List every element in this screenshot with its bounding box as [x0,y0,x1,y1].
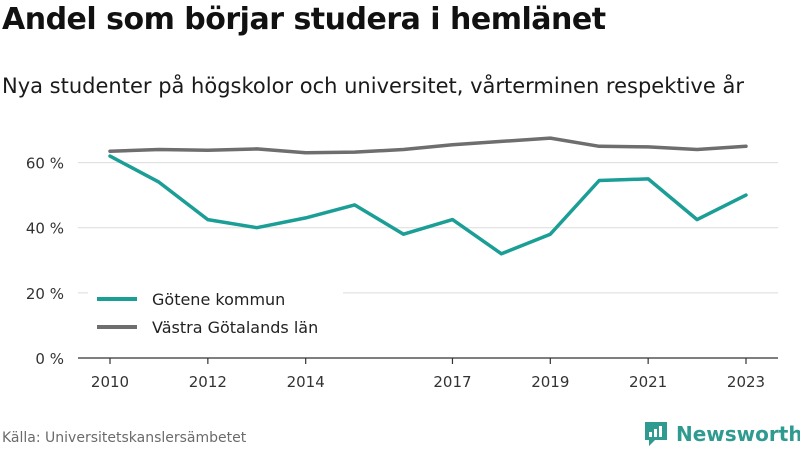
legend-label: Götene kommun [152,290,285,309]
x-tick-label: 2017 [433,373,471,391]
x-tick-label: 2012 [189,373,227,391]
brand-logo[interactable]: Newsworthy [643,420,800,448]
x-tick-label: 2014 [287,373,325,391]
newsworthy-logo-icon [645,422,667,446]
y-tick-label: 20 % [26,285,64,303]
source-note: Källa: Universitetskanslersämbetet [2,430,247,446]
x-tick-label: 2010 [91,373,129,391]
series-line-1 [108,136,748,155]
series-line-0 [108,154,748,256]
x-tick-label: 2023 [727,373,765,391]
y-tick-label: 40 % [26,220,64,238]
x-tick-label: 2019 [531,373,569,391]
x-tick-label: 2021 [629,373,667,391]
brand-name: Newsworthy [676,422,800,446]
y-tick-label: 0 % [35,350,64,368]
y-tick-label: 60 % [26,155,64,173]
chart-subtitle: Nya studenter på högskolor och universit… [2,74,744,98]
chart-title: Andel som börjar studera i hemlänet [2,2,606,37]
legend-label: Västra Götalands län [152,318,318,337]
